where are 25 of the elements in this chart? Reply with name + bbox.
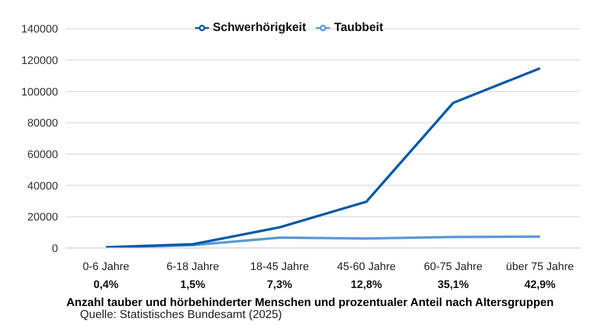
legend-label: Taubbeit bbox=[334, 20, 384, 34]
text: 1,5% bbox=[180, 279, 206, 291]
y-tick-label: 0 bbox=[52, 242, 58, 255]
y-tick-label: 140000 bbox=[21, 24, 58, 36]
y-tick-label: 120000 bbox=[21, 55, 58, 68]
text: 35,1% bbox=[438, 279, 470, 291]
text: 7,3% bbox=[267, 279, 292, 291]
x-tick-label: 6-18 Jahre bbox=[166, 261, 220, 273]
y-tick-label: 60000 bbox=[27, 148, 58, 161]
x-tick-label: 0-6 Jahre bbox=[82, 261, 130, 273]
y-tick-label: 40000 bbox=[27, 180, 58, 192]
y-tick-label: 100000 bbox=[21, 86, 58, 98]
y-tick-label: 20000 bbox=[27, 212, 58, 224]
x-tick-label: 18-45 Jahre bbox=[250, 261, 309, 273]
text: 12,8% bbox=[350, 279, 382, 291]
line-series bbox=[104, 67, 542, 248]
source-note: Quelle: Statistisches Bundesamt (2025) bbox=[80, 309, 283, 321]
x-tick-label: über 75 Jahre bbox=[506, 261, 574, 273]
x-tick-label: 45-60 Jahre bbox=[337, 261, 396, 273]
legend-label: Schwerhörigkeit bbox=[212, 20, 306, 34]
text: Anzahl tauber und hörbehinderter Menschen und prozentualer Anteil nach Altersgruppen bbox=[65, 297, 555, 309]
y-tick-label: 80000 bbox=[27, 118, 58, 130]
text: 0,4% bbox=[93, 279, 119, 291]
x-tick-label: 60-75 Jahre bbox=[424, 261, 483, 273]
text: 42,9% bbox=[524, 279, 556, 291]
